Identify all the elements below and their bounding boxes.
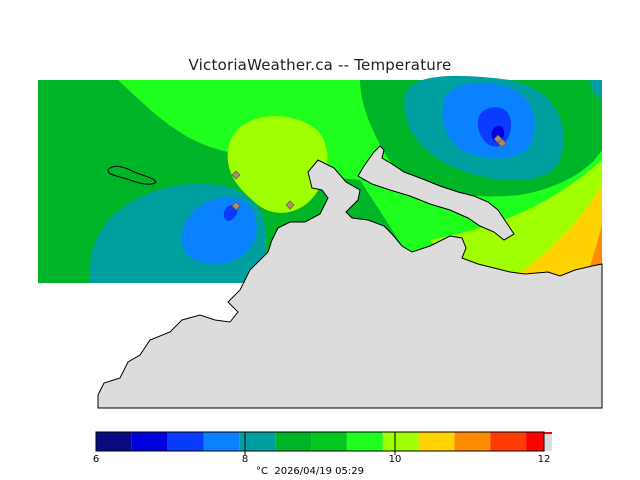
scale-unit: °C bbox=[256, 466, 268, 477]
color-scale-cell bbox=[418, 432, 455, 451]
color-scale-cell bbox=[346, 432, 383, 451]
land-mass bbox=[97, 145, 603, 409]
station-marker[interactable] bbox=[231, 201, 241, 211]
color-scale-cell bbox=[203, 432, 240, 451]
color-scale-cell bbox=[131, 432, 168, 451]
scale-tick-label: 6 bbox=[92, 454, 100, 465]
station-marker[interactable] bbox=[497, 138, 507, 148]
scale-caption: °C 2026/04/19 05:29 bbox=[256, 466, 364, 477]
scale-tick-label: 12 bbox=[537, 454, 551, 465]
scale-tick-label: 10 bbox=[388, 454, 402, 465]
color-scale-cell bbox=[382, 432, 419, 451]
color-scale-cells bbox=[96, 432, 552, 451]
color-scale-cell bbox=[454, 432, 491, 451]
station-markers bbox=[231, 134, 507, 211]
color-scale-cell bbox=[490, 432, 527, 451]
station-marker[interactable] bbox=[285, 200, 295, 210]
scale-tick-label: 8 bbox=[241, 454, 249, 465]
color-scale-cell bbox=[96, 432, 132, 451]
map-title: VictoriaWeather.ca -- Temperature bbox=[188, 56, 452, 74]
color-scale-cell bbox=[239, 432, 276, 451]
color-scale-cell bbox=[311, 432, 347, 451]
color-scale-cell bbox=[167, 432, 204, 451]
station-marker[interactable] bbox=[231, 170, 241, 180]
color-scale-cell bbox=[275, 432, 312, 451]
scale-timestamp: 2026/04/19 05:29 bbox=[274, 466, 364, 477]
color-scale-cell bbox=[544, 434, 552, 451]
